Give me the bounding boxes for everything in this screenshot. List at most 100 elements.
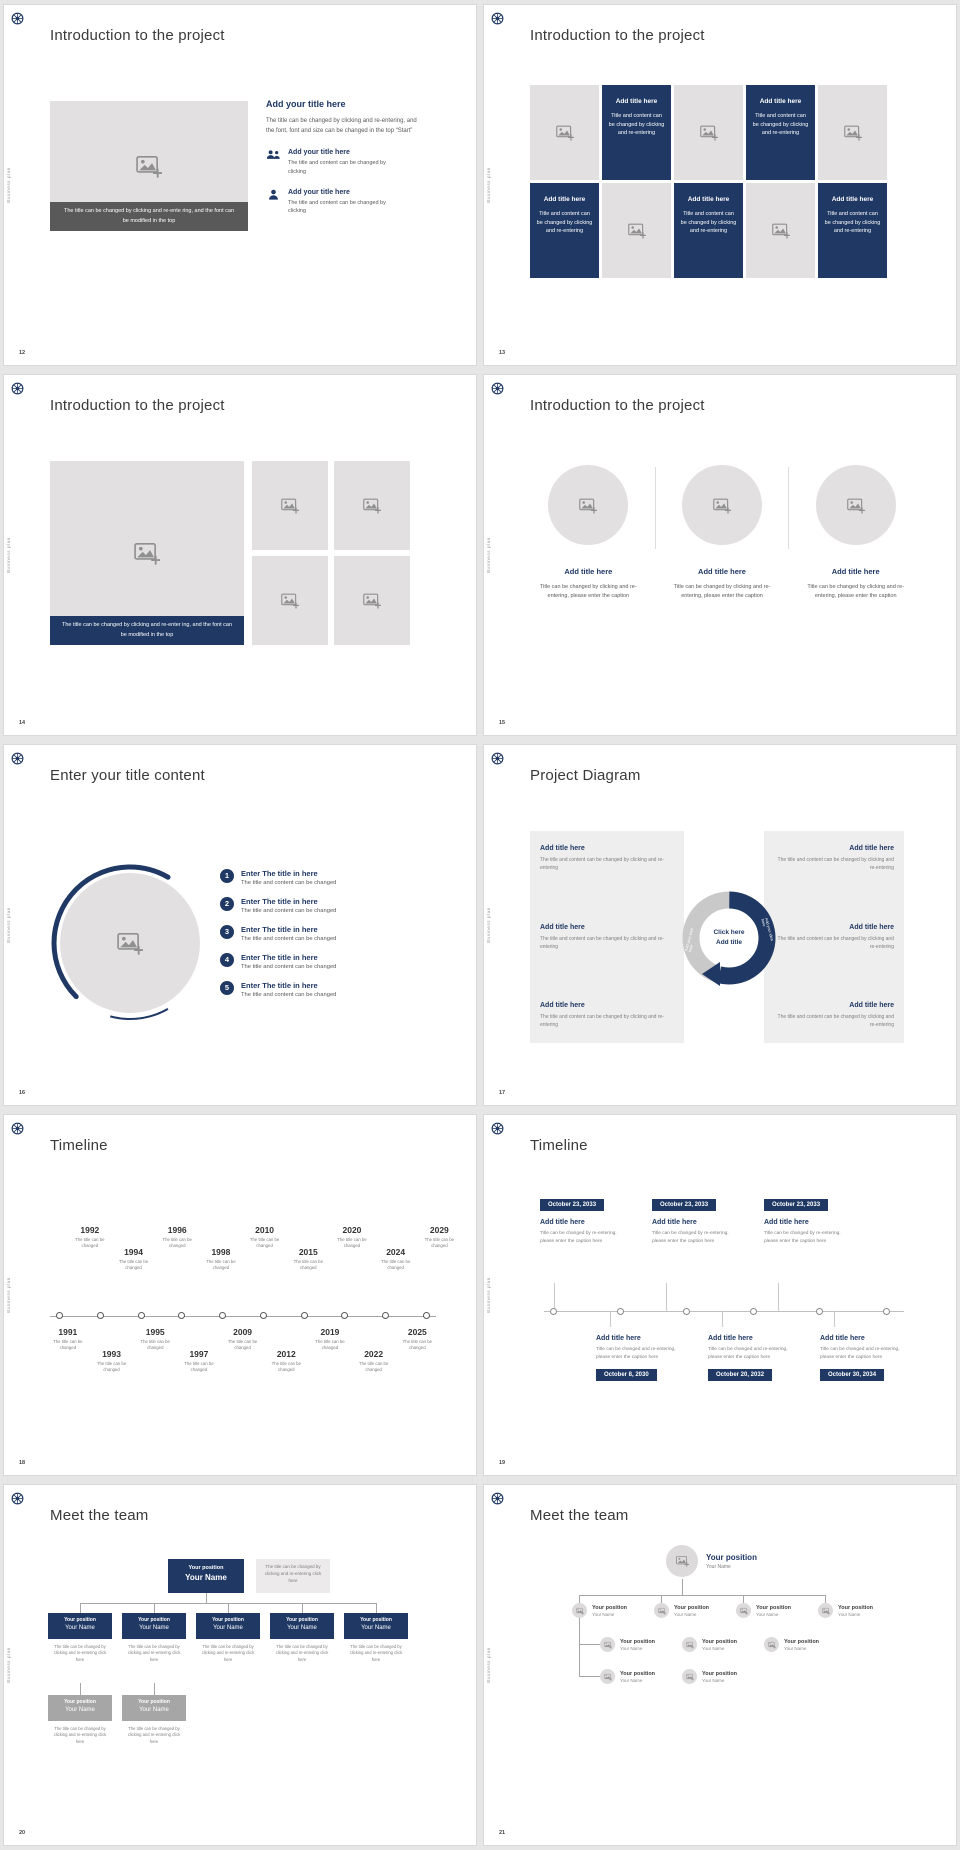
milestone-body: Title can be changed by re-entering, ple… xyxy=(764,1231,841,1244)
timeline-caption: The title can be changed xyxy=(271,1361,301,1373)
image-placeholder-icon xyxy=(134,541,160,565)
timeline-caption: The title can be changed xyxy=(424,1237,455,1249)
avatar xyxy=(600,1637,615,1652)
avatar xyxy=(818,1603,833,1618)
connector-line xyxy=(722,1311,723,1327)
vertical-brand-text: Business plan xyxy=(486,1277,491,1313)
member-position: Your position xyxy=(756,1604,792,1611)
image-placeholder-icon xyxy=(117,931,143,955)
org-member-card: Your position Your Name The title can be… xyxy=(270,1613,334,1663)
org-member-card: Your position Your Name The title can be… xyxy=(122,1613,186,1663)
page-number: 13 xyxy=(499,350,506,356)
vertical-brand-text: Business plan xyxy=(6,167,11,203)
item-heading: Add your title here xyxy=(288,188,350,196)
arrow-head-icon xyxy=(702,962,720,986)
org-member-node: Your position Your Name xyxy=(682,1669,748,1684)
text-cell: Add title here Title and content can be … xyxy=(818,183,887,278)
slide-thumbnail-13[interactable]: Business plan Introduction to the projec… xyxy=(483,4,957,366)
column-body: Title can be changed by clicking and re-… xyxy=(539,584,637,600)
member-caption: The title can be changed by clicking and… xyxy=(53,1726,107,1744)
item-body: The title and content can be changed xyxy=(241,992,337,998)
member-name: Your Name xyxy=(620,1677,643,1683)
connector-line xyxy=(682,1579,683,1595)
image-placeholder-icon xyxy=(739,1607,748,1615)
panel-item: Add title here The title and content can… xyxy=(540,1002,674,1029)
connector-line xyxy=(579,1595,580,1605)
org-member-node: Your position Your Name xyxy=(818,1603,884,1618)
member-position: Your position xyxy=(286,1617,318,1623)
item-heading: Add title here xyxy=(849,1002,894,1009)
timeline-year: 2010 xyxy=(255,1225,275,1235)
slide-title: Timeline xyxy=(50,1137,108,1154)
image-placeholder-icon xyxy=(575,1607,584,1615)
item-heading: Enter The title in here xyxy=(241,869,318,878)
grid-cell: Business plan Timeline 1992 The title ca… xyxy=(0,1110,480,1480)
panel-item: Add title here The title and content can… xyxy=(774,1002,894,1029)
page-number: 18 xyxy=(19,1460,26,1466)
org-member-box: Your position Your Name xyxy=(196,1613,260,1639)
avatar xyxy=(654,1603,669,1618)
compass-logo-icon xyxy=(11,752,24,765)
slide-thumbnail-21[interactable]: Business plan Meet the team Your positio… xyxy=(483,1484,957,1846)
slide-thumbnail-15[interactable]: Business plan Introduction to the projec… xyxy=(483,374,957,736)
timeline-node xyxy=(550,1308,557,1315)
timeline-year: 1997 xyxy=(189,1349,209,1359)
milestone-date-badge: October 23, 2033 xyxy=(652,1199,717,1211)
cycle-ring xyxy=(682,891,776,986)
image-placeholder-icon xyxy=(771,222,790,239)
item-body: The title and content can be changed xyxy=(241,964,337,970)
panel-item: Add title here The title and content can… xyxy=(540,924,674,951)
column-heading: Add title here xyxy=(831,567,880,576)
vertical-brand-text: Business plan xyxy=(486,907,491,943)
item-body: The title and content can be changed xyxy=(241,908,337,914)
slide-thumbnail-14[interactable]: Business plan Introduction to the projec… xyxy=(3,374,477,736)
image-placeholder-icon xyxy=(657,1607,666,1615)
item-number-badge: 2 xyxy=(220,897,234,911)
connector-line xyxy=(80,1683,81,1695)
compass-logo-icon xyxy=(491,1122,504,1135)
cycle-diagram: Click here Add title Add your idea here … xyxy=(674,883,784,993)
numbered-item: 3 Enter The title in here The title and … xyxy=(220,925,336,942)
timeline-node xyxy=(422,1312,430,1319)
timeline-caption: The title can be changed xyxy=(184,1361,214,1373)
org-member-node: Your position Your Name xyxy=(572,1603,638,1618)
member-position: Your position xyxy=(360,1617,392,1623)
timeline-year: 2029 xyxy=(429,1225,449,1235)
image-placeholder xyxy=(674,85,743,180)
image-placeholder-icon xyxy=(603,1673,612,1681)
timeline-entry: 1995 The title can be changed xyxy=(133,1327,177,1373)
text-cell: Add title here Title and content can be … xyxy=(530,183,599,278)
column-divider xyxy=(788,467,790,549)
timeline-caption: The title can be changed xyxy=(293,1259,323,1271)
timeline-caption: The title can be changed xyxy=(315,1339,345,1351)
timeline-entry: 2010 The title can be changed xyxy=(243,1225,287,1271)
slide-thumbnail-12[interactable]: Business plan Introduction to the projec… xyxy=(3,4,477,366)
feature-item: Add your title here The title and conten… xyxy=(266,189,418,216)
slide-thumbnail-18[interactable]: Business plan Timeline 1992 The title ca… xyxy=(3,1114,477,1476)
slide-thumbnail-20[interactable]: Business plan Meet the team Your positio… xyxy=(3,1484,477,1846)
cycle-center-line1: Click here xyxy=(713,929,745,937)
timeline-caption: The title can be changed xyxy=(402,1339,433,1351)
connector-line xyxy=(154,1683,155,1695)
slide-thumbnail-19[interactable]: Business plan Timeline October 23, 2033 … xyxy=(483,1114,957,1476)
org-member-node: Your position Your Name xyxy=(654,1603,720,1618)
vertical-brand-text: Business plan xyxy=(6,537,11,573)
slide-thumbnail-17[interactable]: Business plan Project Diagram Add title … xyxy=(483,744,957,1106)
column-body: Title can be changed by clicking and re-… xyxy=(673,584,771,600)
timeline-caption: The title can be changed xyxy=(75,1237,105,1249)
timeline-node xyxy=(382,1312,390,1319)
compass-logo-icon xyxy=(491,12,504,25)
milestone-heading: Add title here xyxy=(820,1335,865,1342)
timeline-node xyxy=(616,1308,624,1315)
timeline-entry: 2019 The title can be changed xyxy=(308,1327,352,1373)
slide-thumbnail-16[interactable]: Business plan Enter your title content 1… xyxy=(3,744,477,1106)
milestone-date-badge: October 30, 2034 xyxy=(820,1369,885,1382)
org-member-box: Your position Your Name xyxy=(122,1695,186,1721)
timeline-year: 2015 xyxy=(298,1247,318,1257)
timeline-year: 1993 xyxy=(102,1349,121,1359)
root-name: Your Name xyxy=(706,1563,731,1570)
org-member-card: Your position Your Name The title can be… xyxy=(48,1613,112,1663)
connector-line xyxy=(579,1618,580,1677)
item-number-badge: 5 xyxy=(220,981,234,995)
connector-line xyxy=(228,1603,229,1613)
